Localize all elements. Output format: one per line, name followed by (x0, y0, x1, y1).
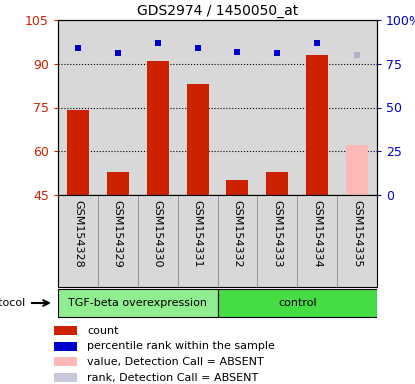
Bar (54, 373, 77, 382)
Text: GSM154332: GSM154332 (232, 200, 242, 267)
Text: control: control (278, 298, 317, 308)
Bar (297, 195, 337, 287)
Bar (58, 20, 98, 195)
Bar (266, 172, 288, 195)
Bar (54, 342, 77, 351)
Bar (138, 195, 178, 287)
Bar (58, 195, 98, 287)
Bar (306, 55, 328, 195)
Text: GSM154329: GSM154329 (113, 200, 123, 267)
Bar (217, 289, 377, 318)
Text: GSM154334: GSM154334 (312, 200, 322, 267)
Text: percentile rank within the sample: percentile rank within the sample (87, 341, 275, 351)
Title: GDS2974 / 1450050_at: GDS2974 / 1450050_at (137, 3, 298, 18)
Bar (98, 195, 138, 287)
Text: value, Detection Call = ABSENT: value, Detection Call = ABSENT (87, 357, 264, 367)
Bar (107, 172, 129, 195)
Bar (337, 20, 377, 195)
Bar (67, 111, 89, 195)
Bar (54, 326, 77, 335)
Bar (217, 195, 257, 287)
Bar (54, 358, 77, 366)
Bar (227, 180, 249, 195)
Bar (217, 20, 257, 195)
Text: GSM154335: GSM154335 (352, 200, 362, 267)
Text: TGF-beta overexpression: TGF-beta overexpression (68, 298, 207, 308)
Bar (257, 20, 297, 195)
Bar (138, 20, 178, 195)
Bar (187, 84, 208, 195)
Bar (346, 146, 368, 195)
Bar (257, 195, 297, 287)
Bar (98, 20, 138, 195)
Bar (337, 195, 377, 287)
Text: protocol: protocol (0, 298, 25, 308)
Bar (147, 61, 168, 195)
Text: GSM154331: GSM154331 (193, 200, 203, 267)
Bar (58, 289, 217, 318)
Bar (297, 20, 337, 195)
Text: GSM154333: GSM154333 (272, 200, 282, 267)
Bar (178, 20, 217, 195)
Text: GSM154330: GSM154330 (153, 200, 163, 267)
Bar (178, 195, 217, 287)
Text: GSM154328: GSM154328 (73, 200, 83, 267)
Text: count: count (87, 326, 119, 336)
Text: rank, Detection Call = ABSENT: rank, Detection Call = ABSENT (87, 372, 259, 382)
